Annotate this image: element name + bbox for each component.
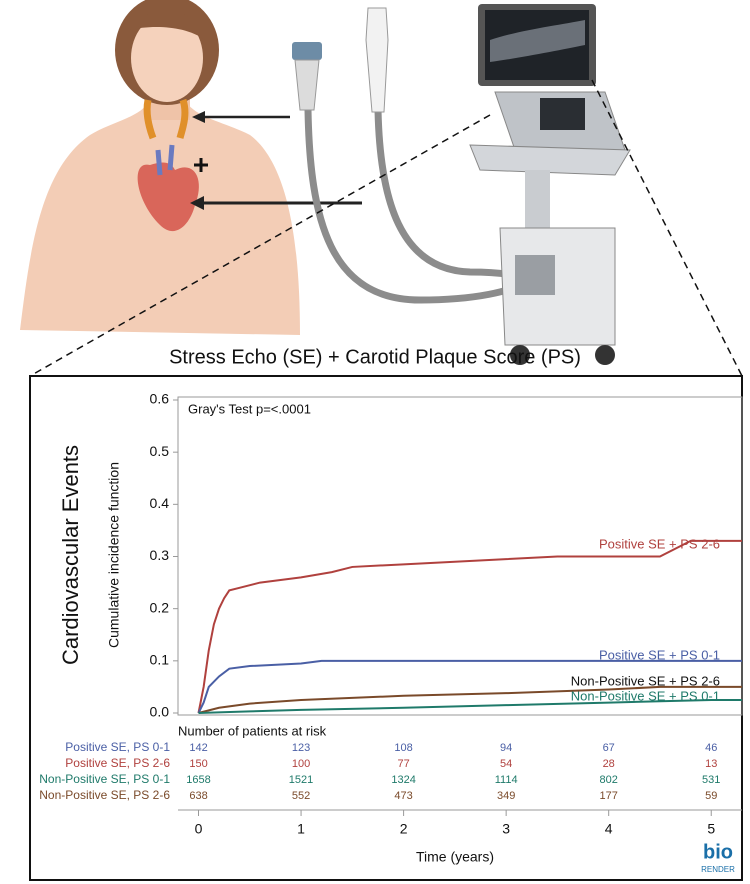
risk-count: 13 bbox=[705, 758, 717, 770]
series-line bbox=[197, 659, 742, 714]
series-line bbox=[198, 685, 742, 714]
arrow-head bbox=[192, 111, 205, 123]
screen-image bbox=[490, 20, 585, 62]
x-tick-label: 3 bbox=[502, 821, 510, 837]
probe bbox=[294, 59, 320, 111]
risk-count: 531 bbox=[702, 774, 720, 786]
risk-count: 77 bbox=[397, 758, 409, 770]
x-tick-label: 2 bbox=[400, 821, 408, 837]
risk-count: 150 bbox=[189, 758, 207, 770]
zoom-line bbox=[29, 114, 491, 377]
illustration bbox=[20, 0, 743, 377]
x-tick-label: 5 bbox=[707, 821, 715, 837]
risk-count: 123 bbox=[292, 742, 310, 754]
x-axis-label: Time (years) bbox=[416, 849, 494, 865]
x-tick-label: 0 bbox=[195, 821, 203, 837]
risk-row-name: Non-Positive SE, PS 0-1 bbox=[39, 772, 170, 786]
y-axis-label: Cumulative incidence function bbox=[106, 462, 122, 648]
keyboard bbox=[469, 144, 631, 176]
fringe bbox=[130, 10, 205, 40]
chart-box bbox=[29, 375, 743, 881]
risk-count: 177 bbox=[600, 790, 618, 802]
risk-count: 1324 bbox=[391, 774, 415, 786]
series-label: Positive SE + PS 2-6 bbox=[599, 536, 720, 551]
logo: bio bbox=[703, 841, 733, 863]
column bbox=[525, 170, 550, 230]
risk-count: 1658 bbox=[186, 774, 210, 786]
face bbox=[131, 14, 203, 102]
chart-title: Stress Echo (SE) + Carotid Plaque Score … bbox=[169, 346, 581, 368]
plus bbox=[194, 158, 208, 172]
y-tick-label: 0.3 bbox=[150, 547, 170, 563]
arrow-head bbox=[190, 196, 204, 210]
panel bbox=[515, 255, 555, 295]
risk-count: 100 bbox=[292, 758, 310, 770]
logo-text: RENDER bbox=[701, 865, 735, 874]
y-tick-label: 0.0 bbox=[150, 704, 170, 720]
probe-head bbox=[292, 42, 322, 60]
risk-count: 1521 bbox=[289, 774, 313, 786]
heart-vessels bbox=[155, 144, 175, 176]
risk-count: 349 bbox=[497, 790, 515, 802]
risk-count: 142 bbox=[189, 742, 207, 754]
side-label: Cardiovascular Events bbox=[58, 445, 83, 665]
risk-count: 108 bbox=[394, 742, 412, 754]
series-label: Non-Positive SE + PS 0-1 bbox=[571, 688, 720, 703]
probe bbox=[365, 7, 389, 113]
heart bbox=[137, 162, 199, 232]
risk-count: 46 bbox=[705, 742, 717, 754]
x-tick-label: 4 bbox=[605, 821, 613, 837]
y-tick-label: 0.4 bbox=[150, 495, 170, 511]
risk-row-name: Non-Positive SE, PS 2-6 bbox=[39, 788, 170, 802]
y-tick-label: 0.2 bbox=[150, 599, 170, 615]
wheel bbox=[595, 345, 615, 365]
series-label: Positive SE + PS 0-1 bbox=[599, 647, 720, 662]
y-tick-label: 0.5 bbox=[150, 443, 170, 459]
risk-count: 59 bbox=[705, 790, 717, 802]
risk-count: 802 bbox=[600, 774, 618, 786]
y-tick-label: 0.1 bbox=[150, 652, 170, 668]
risk-count: 1114 bbox=[495, 774, 518, 786]
risk-count: 28 bbox=[603, 758, 615, 770]
series-line bbox=[197, 539, 742, 714]
risk-row-name: Positive SE, PS 2-6 bbox=[65, 756, 170, 770]
risk-count: 67 bbox=[603, 742, 615, 754]
series-line bbox=[198, 698, 742, 714]
console-screen bbox=[540, 98, 585, 130]
risk-row-name: Positive SE, PS 0-1 bbox=[65, 740, 170, 754]
risk-count: 94 bbox=[500, 742, 512, 754]
annotation: Gray's Test p=<.0001 bbox=[188, 401, 311, 416]
wheel bbox=[510, 345, 530, 365]
carotid bbox=[143, 98, 189, 140]
zoom-line bbox=[591, 79, 743, 377]
risk-count: 473 bbox=[394, 790, 412, 802]
risk-title: Number of patients at risk bbox=[178, 723, 327, 738]
risk-count: 638 bbox=[189, 790, 207, 802]
series-label: Non-Positive SE + PS 2-6 bbox=[571, 673, 720, 688]
risk-count: 552 bbox=[292, 790, 310, 802]
cable bbox=[304, 109, 522, 304]
x-tick-label: 1 bbox=[297, 821, 305, 837]
y-tick-label: 0.6 bbox=[150, 391, 170, 407]
risk-count: 54 bbox=[500, 758, 512, 770]
